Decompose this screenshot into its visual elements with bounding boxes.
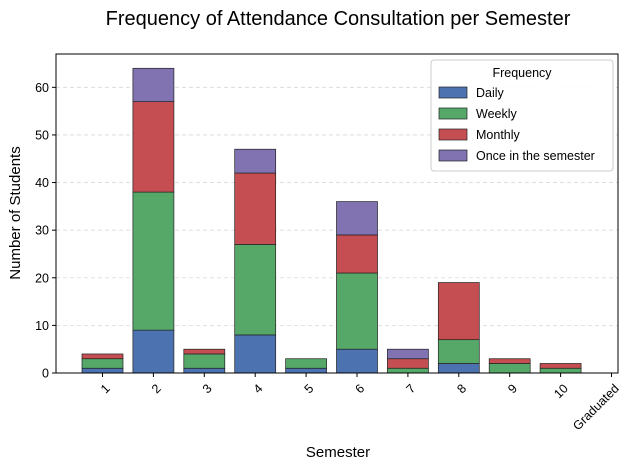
- legend-box: [430, 59, 614, 172]
- legend-label: Daily: [476, 86, 505, 100]
- bar-segment: [234, 244, 277, 336]
- x-tick-label: 2: [149, 381, 164, 396]
- bar-segment: [81, 358, 124, 369]
- bar-segment: [336, 272, 378, 350]
- bar-segment: [539, 363, 582, 369]
- bar-segment: [488, 363, 531, 374]
- bar-segment: [234, 148, 277, 174]
- bar-segment: [539, 367, 582, 374]
- bar-segment: [183, 348, 226, 355]
- bar-segment: [437, 339, 480, 364]
- legend-label: Monthly: [476, 128, 521, 142]
- x-tick-label: 6: [353, 381, 368, 396]
- bar-segment: [336, 201, 378, 236]
- legend-swatch: [438, 149, 468, 162]
- bar-segment: [81, 367, 124, 374]
- y-axis-label: Number of Students: [7, 146, 24, 279]
- bar-segment: [387, 358, 429, 369]
- x-tick-label: 1: [98, 381, 113, 396]
- x-tick-label: 3: [200, 381, 215, 396]
- x-axis-ticks: 1 2 3 4 5 6 7 8 9 10 Graduated: [98, 373, 622, 433]
- y-axis-ticks: 0 10 20 30 40 50 60: [35, 81, 56, 381]
- x-tick-label: 10: [551, 381, 571, 401]
- bar-segment: [132, 191, 175, 331]
- bar-segment: [234, 334, 277, 374]
- bar-segment: [183, 353, 226, 369]
- x-tick-label: Graduated: [570, 381, 622, 433]
- chart-title: Frequency of Attendance Consultation per…: [106, 8, 571, 30]
- x-axis-label: Semester: [306, 444, 370, 461]
- bar-segment: [336, 234, 378, 274]
- bar-segment: [132, 101, 175, 193]
- legend-label: Weekly: [476, 107, 518, 121]
- legend: Frequency Daily Weekly Monthly Once in the …: [430, 59, 614, 172]
- legend-label: Once in the semester: [476, 149, 595, 163]
- bar-segment: [132, 67, 175, 102]
- bar-segment: [183, 367, 226, 374]
- legend-swatch: [438, 107, 468, 120]
- x-tick-label: 9: [505, 381, 520, 396]
- y-tick-label: 20: [35, 271, 49, 285]
- x-tick-label: 8: [454, 381, 469, 396]
- bar-segment: [488, 358, 531, 364]
- bar-segment: [285, 367, 327, 374]
- bar-segment: [285, 358, 327, 369]
- bar-segment: [81, 353, 124, 360]
- bar-segment: [234, 172, 277, 245]
- plot-frame: [55, 53, 619, 374]
- bars-group: [81, 67, 582, 374]
- x-tick-label: 4: [251, 381, 266, 396]
- bar-segment: [437, 282, 480, 341]
- legend-swatch: [438, 86, 468, 99]
- bar-segment: [132, 329, 175, 374]
- y-tick-label: 40: [35, 176, 49, 190]
- y-tick-label: 60: [35, 81, 49, 95]
- y-tick-label: 0: [42, 367, 49, 381]
- y-tick-label: 10: [35, 319, 49, 333]
- legend-title: Frequency: [492, 66, 552, 80]
- x-tick-label: 7: [403, 381, 418, 396]
- legend-swatch: [438, 128, 468, 141]
- bar-segment: [336, 348, 378, 374]
- x-tick-label: 5: [302, 381, 317, 396]
- bar-segment: [437, 363, 480, 374]
- y-tick-label: 30: [35, 224, 49, 238]
- bar-segment: [387, 348, 429, 360]
- bar-segment: [387, 367, 429, 374]
- y-tick-label: 50: [35, 128, 49, 142]
